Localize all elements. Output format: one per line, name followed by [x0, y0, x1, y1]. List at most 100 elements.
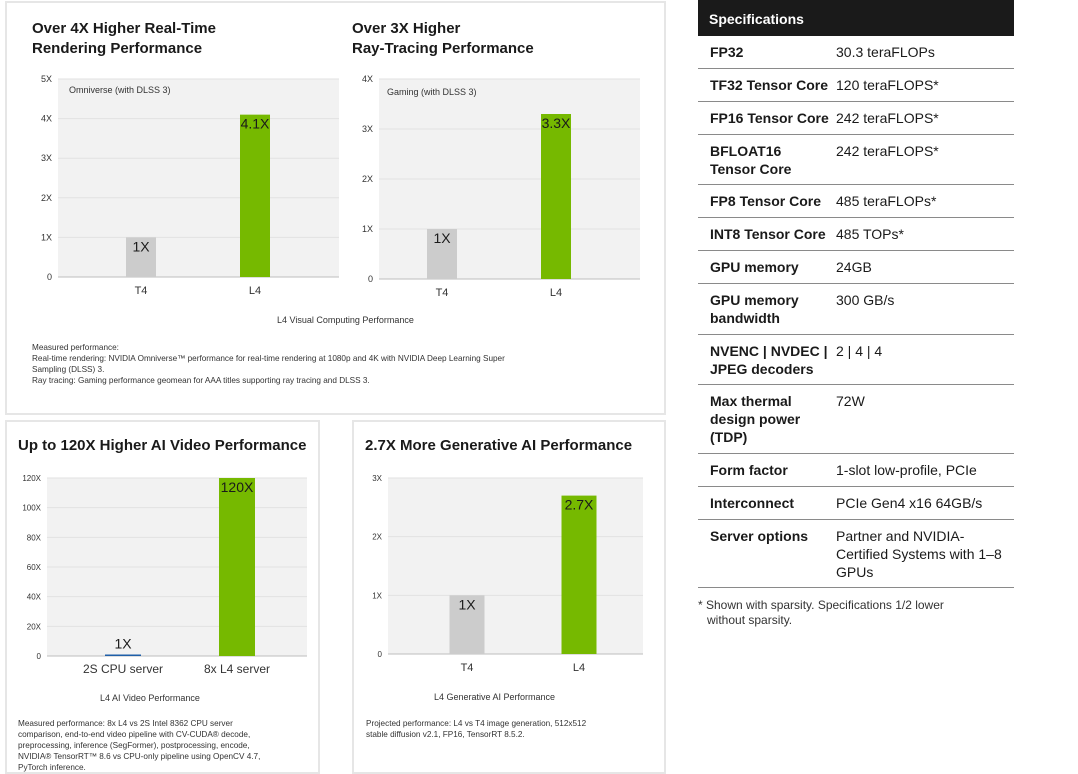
rendering-chart: 0 1X 2X 3X 4X 5X Omniverse (with DLSS 3) 1X T4 4.… [41, 74, 339, 297]
spec-value: 2 | 4 | 4 [836, 343, 883, 359]
y-tick-label: 3X [372, 474, 382, 483]
y-tick-label: 1X [41, 232, 52, 242]
bar-8x-l4-server [219, 478, 255, 656]
ai-video-chart: 0 20X 40X 60X 80X 100X 120X 1X 2S CPU server 120X… [22, 474, 307, 676]
spec-row-fp32: FP32 30.3 teraFLOPs [698, 36, 1014, 69]
generative-ai-notes: Projected performance: L4 vs T4 image ge… [366, 719, 587, 739]
spec-value: 24GB [836, 259, 872, 275]
bar-data-label: 3.3X [542, 115, 571, 131]
spec-value: Partner and NVIDIA-Certified Systems wit… [836, 528, 1002, 580]
bar-t4 [449, 595, 485, 654]
spec-label: GPU memory [710, 259, 799, 275]
bar-data-label: 1X [132, 238, 150, 254]
spec-row-tdp: Max thermal design power (TDP) 72W [698, 385, 1014, 454]
generative-ai-chart: 0 1X 2X 3X 1X T4 2.7X L4 [372, 474, 643, 674]
spec-value: 120 teraFLOPS* [836, 77, 939, 93]
spec-row-bfloat16: BFLOAT16 Tensor Core 242 teraFLOPS* [698, 135, 1014, 185]
x-category-label: T4 [135, 285, 148, 297]
spec-row-encoders: NVENC | NVDEC | JPEG decoders 2 | 4 | 4 [698, 335, 1014, 385]
spec-label: Interconnect [710, 495, 795, 511]
bar-data-label: 1X [458, 596, 476, 612]
y-tick-label: 2X [362, 174, 373, 184]
bar-l4 [240, 114, 270, 277]
bar-2s-cpu-server [105, 654, 141, 656]
raytracing-chart: 0 1X 2X 3X 4X Gaming (with DLSS 3) 1X T4 3.3X L4 [362, 74, 640, 299]
spec-label: GPU memory bandwidth [710, 292, 799, 326]
spec-label: FP32 [710, 44, 744, 60]
x-category-label: L4 [550, 287, 562, 299]
spec-value: 1-slot low-profile, PCIe [836, 462, 977, 478]
y-tick-label: 2X [372, 533, 382, 542]
bar-data-label: 2.7X [565, 497, 594, 513]
visual-computing-caption: L4 Visual Computing Performance [277, 315, 414, 325]
y-tick-label: 1X [372, 591, 382, 600]
legend-label: Omniverse (with DLSS 3) [69, 85, 171, 95]
chart-title-raytracing: Over 3X Higher Ray-Tracing Performance [352, 20, 534, 57]
chart-title-generative-ai: 2.7X More Generative AI Performance [365, 437, 633, 454]
spec-value: 72W [836, 393, 865, 409]
y-tick-label: 3X [41, 153, 52, 163]
spec-label: BFLOAT16 Tensor Core [710, 143, 792, 177]
spec-label: Server options [710, 528, 809, 544]
spec-value: 485 teraFLOPs* [836, 193, 937, 209]
bar-data-label: 120X [221, 479, 254, 495]
spec-row-memory-bandwidth: GPU memory bandwidth 300 GB/s [698, 284, 1014, 335]
spec-row-gpu-memory: GPU memory 24GB [698, 251, 1014, 284]
y-tick-label: 5X [41, 74, 52, 84]
plot-area [388, 478, 643, 654]
y-tick-label: 60X [27, 563, 42, 572]
spec-label: FP8 Tensor Core [710, 193, 821, 209]
bar-t4 [427, 229, 457, 279]
chart-title-ai-video: Up to 120X Higher AI Video Performance [18, 437, 307, 454]
bar-data-label: 4.1X [241, 116, 270, 132]
y-tick-label: 40X [27, 593, 42, 602]
generative-ai-caption: L4 Generative AI Performance [434, 692, 556, 702]
bar-l4 [541, 114, 571, 279]
y-tick-label: 0 [368, 274, 373, 284]
spec-value: 242 teraFLOPS* [836, 110, 939, 126]
y-tick-label: 2X [41, 193, 52, 203]
bar-data-label: 1X [114, 636, 132, 652]
spec-value: 485 TOPs* [836, 226, 904, 242]
spec-value: 300 GB/s [836, 292, 895, 308]
bar-l4 [561, 495, 597, 654]
spec-row-int8: INT8 Tensor Core 485 TOPs* [698, 218, 1014, 251]
specifications-table: Specifications FP32 30.3 teraFLOPs TF32 … [698, 0, 1014, 628]
visual-computing-notes: Measured performance: Real-time renderin… [32, 343, 505, 385]
chart-title-rendering: Over 4X Higher Real-Time Rendering Perfo… [32, 20, 216, 57]
x-category-label: 8x L4 server [204, 662, 270, 676]
y-tick-label: 80X [27, 533, 42, 542]
spec-row-tf32: TF32 Tensor Core 120 teraFLOPS* [698, 69, 1014, 102]
x-category-label: L4 [573, 662, 585, 674]
spec-row-fp8: FP8 Tensor Core 485 teraFLOPs* [698, 185, 1014, 218]
spec-row-interconnect: Interconnect PCIe Gen4 x16 64GB/s [698, 487, 1014, 520]
y-tick-label: 1X [362, 224, 373, 234]
y-tick-label: 4X [41, 114, 52, 124]
spec-row-server-options: Server options Partner and NVIDIA-Certif… [698, 520, 1014, 588]
y-tick-label: 0 [37, 652, 42, 661]
plot-area [58, 79, 339, 277]
spec-label: FP16 Tensor Core [710, 110, 829, 126]
spec-label: TF32 Tensor Core [710, 77, 828, 93]
y-tick-label: 3X [362, 124, 373, 134]
y-tick-label: 0 [378, 650, 383, 659]
ai-video-caption: L4 AI Video Performance [100, 693, 200, 703]
spec-row-form-factor: Form factor 1-slot low-profile, PCIe [698, 454, 1014, 487]
x-category-label: T4 [436, 287, 449, 299]
spec-value: 242 teraFLOPS* [836, 143, 939, 159]
y-tick-label: 0 [47, 272, 52, 282]
spec-value: PCIe Gen4 x16 64GB/s [836, 495, 983, 511]
spec-label: INT8 Tensor Core [710, 226, 826, 242]
spec-value: 30.3 teraFLOPs [836, 44, 935, 60]
bar-t4 [126, 237, 156, 277]
y-tick-label: 4X [362, 74, 373, 84]
y-tick-label: 20X [27, 622, 42, 631]
spec-label: NVENC | NVDEC | JPEG decoders [710, 343, 828, 377]
x-category-label: T4 [461, 662, 474, 674]
generative-ai-panel: 2.7X More Generative AI Performance 0 1X 2… [352, 420, 666, 774]
spec-footnote: * Shown with sparsity. Specifications 1/… [698, 598, 944, 627]
legend-label: Gaming (with DLSS 3) [387, 87, 477, 97]
x-category-label: 2S CPU server [83, 662, 163, 676]
spec-row-fp16: FP16 Tensor Core 242 teraFLOPS* [698, 102, 1014, 135]
y-tick-label: 100X [22, 504, 41, 513]
